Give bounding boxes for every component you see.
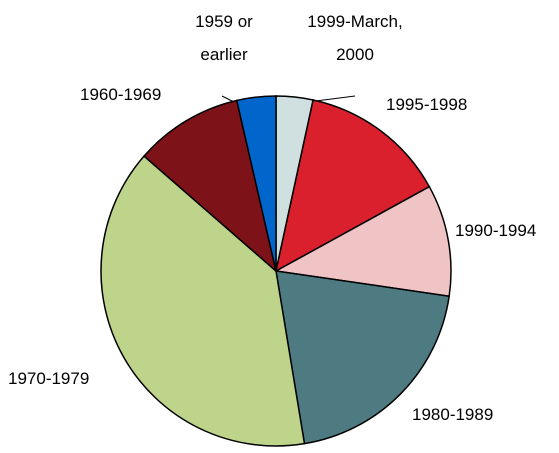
- pie-slice: [275, 270, 451, 445]
- slice-label: 1959 or earlier: [195, 12, 253, 64]
- pie-slice: [273, 185, 452, 298]
- pie-slice: [100, 155, 306, 447]
- slice-label: 1970-1979: [8, 369, 89, 388]
- slice-label: 1995-1998: [386, 95, 467, 114]
- pie-slice: [235, 95, 277, 272]
- pie-slice: [142, 99, 278, 274]
- pie-slice: [274, 99, 431, 273]
- slice-label: 1980-1989: [412, 405, 493, 424]
- slice-label: 1990-1994: [455, 221, 536, 240]
- slice-label: 1960-1969: [80, 85, 161, 104]
- slice-label: 1999-March, 2000: [307, 12, 402, 64]
